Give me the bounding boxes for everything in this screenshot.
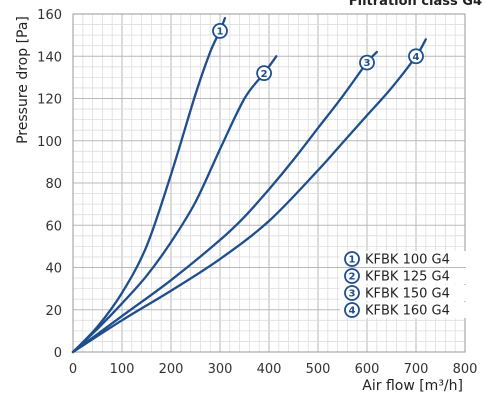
y-tick-label: 100 [37, 135, 62, 150]
marker-circle [344, 285, 360, 301]
legend-background [340, 251, 466, 267]
x-tick-label: 700 [404, 362, 429, 377]
series-marker-legend-4: 4 [344, 302, 360, 318]
y-tick-label: 60 [45, 219, 62, 234]
series-line-2 [71, 55, 278, 354]
legend-background [340, 285, 466, 301]
legend-label: KFBK 160 G4 [365, 304, 450, 319]
x-tick-label: 500 [306, 362, 331, 377]
series-line-4 [71, 38, 427, 354]
y-tick-label: 140 [37, 50, 62, 65]
marker-number: 1 [217, 27, 224, 38]
x-tick-label: 800 [453, 362, 478, 377]
x-tick-label: 400 [257, 362, 282, 377]
x-tick-label: 300 [208, 362, 233, 377]
x-tick-label: 200 [159, 362, 184, 377]
y-tick-label: 40 [45, 262, 62, 277]
x-tick-label: 0 [69, 362, 77, 377]
curve-markers: 1 2 3 4 [212, 22, 424, 82]
legend-label: KFBK 150 G4 [365, 287, 450, 302]
marker-number: 4 [349, 306, 356, 317]
legend-background [340, 302, 466, 318]
marker-circle [344, 268, 360, 284]
legend-label: KFBK 100 G4 [365, 253, 450, 268]
axes: 0 100 200 300 400 500 600 700 800 0 20 40 60 80 100 120… [37, 8, 477, 377]
marker-number: 3 [349, 289, 356, 300]
series-marker-legend-2: 2 [344, 268, 360, 284]
marker-number: 3 [364, 58, 371, 69]
y-tick-label: 120 [37, 93, 62, 108]
marker-circle [344, 251, 360, 267]
marker-circle [212, 22, 228, 39]
marker-circle [344, 302, 360, 318]
series-marker-legend-3: 3 [344, 285, 360, 301]
y-tick-label: 80 [45, 177, 62, 192]
series-marker-4: 4 [408, 48, 424, 65]
marker-number: 2 [261, 69, 268, 80]
series-marker-1: 1 [212, 22, 228, 39]
chart-title: Filtration class G4 [349, 0, 482, 9]
series-line-3 [71, 50, 378, 354]
plot-frame [72, 13, 466, 353]
y-tick-label: 0 [54, 346, 62, 361]
series-marker-2: 2 [256, 65, 273, 82]
legend: 1 KFBK 100 G4 2 KFBK 125 G4 3 KFBK 150 G4 4 KFB… [340, 251, 466, 319]
marker-number: 2 [349, 272, 356, 283]
legend-label: KFBK 125 G4 [365, 270, 450, 285]
series-marker-3: 3 [359, 54, 375, 71]
x-tick-label: 600 [355, 362, 380, 377]
y-axis-title: Pressure drop [Pa] [15, 16, 31, 144]
series-line-1 [71, 17, 227, 354]
y-tick-label: 20 [45, 304, 62, 319]
marker-number: 1 [349, 255, 356, 266]
x-tick-label: 100 [110, 362, 135, 377]
marker-circle [359, 54, 375, 71]
series-marker-legend-1: 1 [344, 251, 360, 267]
marker-number: 4 [413, 52, 420, 63]
x-axis-title: Air flow [m³/h] [362, 378, 463, 394]
marker-circle [408, 48, 424, 65]
legend-background [340, 268, 466, 284]
y-tick-label: 160 [37, 8, 62, 23]
marker-circle [256, 65, 273, 82]
